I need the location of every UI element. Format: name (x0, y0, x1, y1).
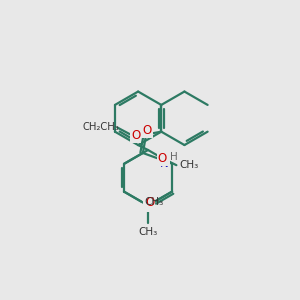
Text: O: O (131, 129, 140, 142)
Text: N: N (160, 158, 169, 170)
Text: H: H (170, 152, 178, 162)
Text: O: O (142, 124, 152, 137)
Text: CH₃: CH₃ (179, 160, 199, 170)
Text: O: O (158, 152, 167, 165)
Text: CH₂CH₃: CH₂CH₃ (83, 122, 120, 132)
Text: O: O (145, 196, 154, 209)
Text: CH₃: CH₃ (144, 196, 164, 206)
Text: N: N (144, 198, 152, 211)
Text: CH₃: CH₃ (138, 227, 158, 237)
